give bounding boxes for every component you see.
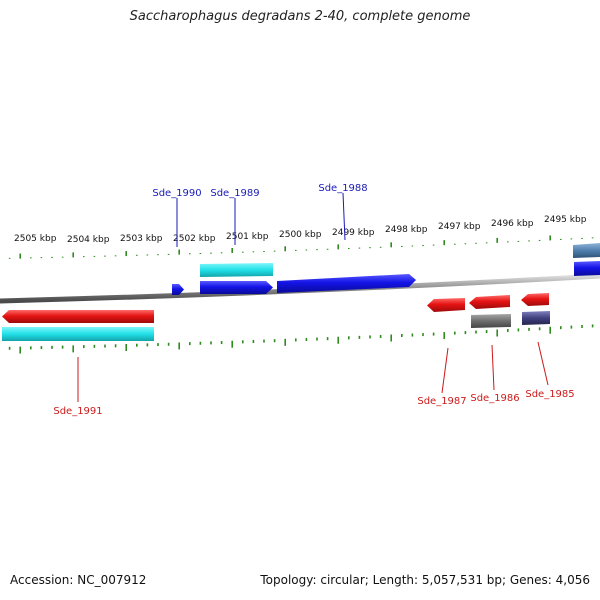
cds-sde1986-bar[interactable] <box>471 314 511 328</box>
gene-sde1987-arrow[interactable] <box>427 298 465 312</box>
leader-line-sde1988 <box>342 192 346 241</box>
leader-line-sde1986 <box>491 344 495 391</box>
reverse-strand-genes <box>2 293 550 341</box>
scale-label: 2498 kbp <box>385 225 428 235</box>
gene-sde1991-arrow[interactable] <box>2 310 154 323</box>
scale-label: 2499 kbp <box>332 228 375 238</box>
scale-label: 2505 kbp <box>14 234 57 244</box>
gene-sde1988-arrow[interactable] <box>277 274 416 293</box>
gene-label-sde1988[interactable]: Sde_1988 <box>318 183 367 194</box>
forward-gene-labels: Sde_1990 Sde_1989 Sde_1988 <box>152 183 368 247</box>
leader-line-sde1985 <box>537 341 549 386</box>
gene-sde1989-arrow[interactable] <box>200 281 273 294</box>
leader-line-sde1987 <box>441 347 449 394</box>
forward-strand-genes <box>172 243 600 295</box>
scale-label: 2503 kbp <box>120 234 163 244</box>
cds-sde1985-bar[interactable] <box>522 311 550 325</box>
scale-label: 2495 kbp <box>544 215 587 225</box>
scale-label: 2497 kbp <box>438 222 481 232</box>
gene-label-sde1986[interactable]: Sde_1986 <box>470 393 519 404</box>
gene-label-sde1990[interactable]: Sde_1990 <box>152 188 201 199</box>
scale-label: 2502 kbp <box>173 234 216 244</box>
gene-sde1990-arrow[interactable] <box>172 284 184 295</box>
cds-sde1991-bar[interactable] <box>2 327 154 341</box>
gene-sde1985-arrow[interactable] <box>521 293 549 306</box>
scale-label: 2501 kbp <box>226 232 269 242</box>
gene-offscreen-right-arrow[interactable] <box>574 261 600 276</box>
gene-label-sde1991[interactable]: Sde_1991 <box>53 406 102 417</box>
scale-labels: 2505 kbp 2504 kbp 2503 kbp 2502 kbp 2501… <box>14 215 587 245</box>
scale-label: 2500 kbp <box>279 230 322 240</box>
scale-label: 2504 kbp <box>67 235 110 245</box>
accession-label: Accession: NC_007912 <box>10 573 147 587</box>
scale-label: 2496 kbp <box>491 219 534 229</box>
gene-label-sde1989[interactable]: Sde_1989 <box>210 188 259 199</box>
gene-label-sde1985[interactable]: Sde_1985 <box>525 389 574 400</box>
cds-sde1989-bar[interactable] <box>200 263 273 277</box>
gene-label-sde1987[interactable]: Sde_1987 <box>417 396 466 407</box>
gene-sde1986-arrow[interactable] <box>469 295 510 309</box>
cds-offscreen-right-bar[interactable] <box>573 243 600 258</box>
genome-title: Saccharophagus degradans 2-40, complete … <box>129 9 471 24</box>
genome-summary: Topology: circular; Length: 5,057,531 bp… <box>260 573 590 587</box>
reverse-gene-labels: Sde_1991 Sde_1987 Sde_1986 Sde_1985 <box>53 341 575 417</box>
tick-tracks <box>8 235 594 354</box>
